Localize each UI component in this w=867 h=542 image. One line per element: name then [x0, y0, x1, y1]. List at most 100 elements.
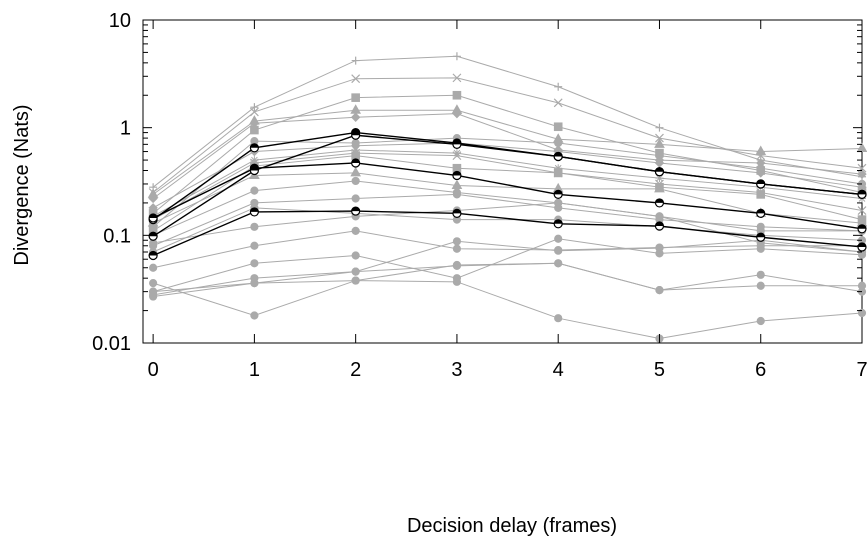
data-point	[655, 133, 664, 143]
data-point	[249, 143, 259, 153]
data-point	[756, 179, 766, 189]
series-line	[152, 94, 863, 214]
data-point	[654, 182, 665, 193]
marker-fill	[858, 190, 866, 195]
series-line	[152, 210, 863, 257]
series-line	[153, 230, 862, 269]
data-point	[554, 234, 563, 243]
data-point	[857, 224, 867, 234]
data-point	[654, 198, 665, 208]
y-tick-label: 0.1	[103, 225, 131, 247]
marker-fill	[554, 219, 563, 224]
marker-fill	[858, 224, 866, 229]
data-point	[148, 231, 158, 241]
data-point	[554, 82, 563, 91]
data-point	[654, 138, 665, 148]
data-point	[351, 146, 360, 155]
data-point	[249, 107, 259, 117]
data-point	[756, 168, 766, 178]
y-tick-label: 10	[109, 10, 131, 32]
x-tick-label: 5	[654, 359, 665, 381]
marker-fill	[452, 209, 461, 214]
data-point	[654, 221, 665, 231]
series-line	[153, 202, 863, 253]
marker-fill	[250, 143, 259, 148]
series-line	[152, 142, 863, 209]
axes-layer: 10 1 0.1 0.01 0 1 2 3 4 5 6 7	[92, 10, 867, 381]
data-point	[249, 118, 260, 128]
data-point	[452, 208, 462, 218]
marker-fill	[756, 179, 765, 184]
data-point	[655, 285, 664, 295]
series-line	[152, 280, 863, 340]
data-point	[351, 206, 361, 216]
data-point	[350, 112, 361, 122]
data-point	[756, 316, 765, 326]
data-point	[249, 165, 259, 176]
x-tick-label: 7	[856, 359, 867, 381]
data-point	[654, 158, 665, 168]
data-point	[351, 130, 361, 140]
data-point	[452, 52, 461, 61]
data-point	[655, 244, 664, 253]
series-25	[148, 206, 867, 261]
marker-fill	[351, 131, 360, 136]
series-line	[152, 238, 863, 293]
data-point	[553, 151, 563, 162]
data-point	[553, 168, 563, 178]
data-point	[655, 151, 664, 160]
data-point	[250, 222, 259, 231]
y-axis-label: Divergence (Nats)	[11, 104, 33, 265]
data-point	[857, 169, 867, 179]
data-point	[250, 156, 259, 165]
data-point	[452, 149, 461, 158]
data-point	[452, 90, 462, 100]
data-point	[756, 232, 766, 242]
x-tick-label: 0	[148, 359, 159, 381]
marker-fill	[554, 152, 563, 157]
data-point	[553, 98, 563, 108]
marker-fill	[756, 209, 765, 214]
data-point	[451, 179, 463, 190]
series-line	[152, 137, 863, 228]
series-line	[152, 172, 863, 224]
data-point	[351, 176, 360, 186]
data-point	[250, 259, 259, 268]
data-point	[149, 292, 158, 301]
data-point	[350, 166, 362, 177]
series-line	[152, 162, 863, 230]
data-point	[452, 170, 462, 181]
data-point	[452, 261, 462, 271]
y-tick-label: 0.01	[92, 333, 131, 355]
data-point	[452, 151, 462, 161]
data-point	[756, 222, 765, 231]
series-line	[152, 180, 862, 236]
data-point	[351, 251, 360, 260]
y-tick-label: 1	[120, 118, 131, 140]
data-point	[452, 237, 462, 246]
data-point	[452, 139, 462, 149]
x-tick-label: 2	[350, 359, 361, 381]
data-point	[756, 270, 765, 279]
series-line	[153, 239, 863, 296]
data-point	[554, 164, 563, 173]
marker-fill	[452, 171, 461, 176]
series-line	[152, 149, 863, 217]
data-point	[351, 267, 360, 276]
x-tick-label: 3	[451, 359, 462, 381]
marker-fill	[351, 158, 360, 163]
data-point	[553, 219, 563, 229]
data-point	[452, 73, 462, 83]
marker-fill	[554, 190, 563, 195]
data-point	[655, 174, 664, 183]
data-point	[554, 198, 563, 208]
series-layer	[147, 52, 867, 343]
series-line	[152, 193, 863, 247]
data-point	[149, 279, 158, 288]
data-point	[553, 189, 563, 199]
plot-frame	[142, 19, 863, 344]
data-point	[351, 194, 360, 203]
series-line	[153, 262, 863, 298]
data-point	[452, 190, 462, 199]
data-point	[554, 246, 563, 255]
